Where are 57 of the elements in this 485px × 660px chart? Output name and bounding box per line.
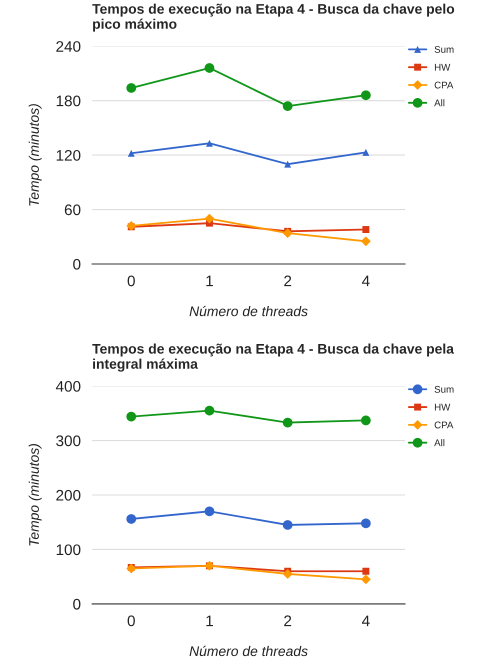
point bbox=[361, 416, 371, 426]
x-axis-title: Número de threads bbox=[190, 306, 308, 316]
point bbox=[282, 520, 293, 530]
y-axis-title: Tempo (minutos) bbox=[28, 444, 42, 546]
point bbox=[204, 214, 214, 224]
point bbox=[126, 564, 136, 574]
point bbox=[204, 506, 214, 516]
y-axis-title: Tempo (minutos) bbox=[28, 104, 42, 206]
legend-label: CPA bbox=[434, 82, 454, 88]
point bbox=[284, 160, 292, 168]
x-tick-label: 0 bbox=[128, 276, 135, 286]
y-tick-label: 200 bbox=[56, 490, 80, 501]
chart-title: Tempos de execução na Etapa 4 - Busca da chave pelo pico máximo bbox=[92, 4, 454, 32]
x-tick-label: 1 bbox=[206, 616, 213, 626]
legend-label: CPA bbox=[434, 422, 454, 428]
point bbox=[282, 418, 293, 428]
y-tick-label: 240 bbox=[56, 41, 80, 52]
point bbox=[282, 101, 293, 111]
x-tick-label: 2 bbox=[284, 615, 292, 626]
point bbox=[360, 236, 371, 246]
x-tick-label: 4 bbox=[362, 616, 370, 626]
chart-title: Tempos de execução na Etapa 4 - Busca da chave pela integral máxima bbox=[92, 344, 454, 372]
x-axis-title: Número de threads bbox=[190, 646, 308, 656]
y-tick-label: 300 bbox=[56, 435, 80, 446]
point bbox=[282, 228, 293, 238]
point bbox=[126, 514, 136, 524]
x-tick-label: 0 bbox=[128, 615, 135, 626]
y-tick-label: 400 bbox=[56, 380, 80, 392]
point bbox=[362, 148, 370, 156]
y-tick-label: 0 bbox=[73, 598, 80, 610]
y-tick-label: 0 bbox=[73, 258, 80, 270]
legend-label: Sum bbox=[434, 46, 454, 53]
point bbox=[126, 83, 136, 93]
y-tick-label: 120 bbox=[56, 150, 80, 161]
y-tick-label: 60 bbox=[64, 204, 80, 216]
legend-label: HW bbox=[434, 64, 450, 71]
point bbox=[362, 226, 370, 233]
point bbox=[360, 574, 371, 584]
point bbox=[362, 568, 370, 575]
y-tick-label: 100 bbox=[56, 544, 80, 556]
point bbox=[282, 569, 293, 579]
x-tick-label: 1 bbox=[206, 276, 213, 286]
point bbox=[204, 406, 214, 416]
legend-label: All bbox=[434, 439, 444, 446]
x-tick-label: 2 bbox=[284, 276, 292, 286]
point bbox=[206, 140, 213, 147]
point bbox=[126, 412, 136, 422]
point bbox=[361, 518, 371, 528]
legend-label: Sum bbox=[434, 386, 454, 393]
point bbox=[128, 150, 135, 157]
point bbox=[204, 63, 214, 73]
x-tick-label: 4 bbox=[362, 276, 370, 286]
point bbox=[361, 90, 371, 100]
point bbox=[126, 220, 136, 231]
legend-label: HW bbox=[434, 404, 450, 410]
y-tick-label: 180 bbox=[56, 96, 80, 106]
legend-label: All bbox=[434, 99, 444, 106]
